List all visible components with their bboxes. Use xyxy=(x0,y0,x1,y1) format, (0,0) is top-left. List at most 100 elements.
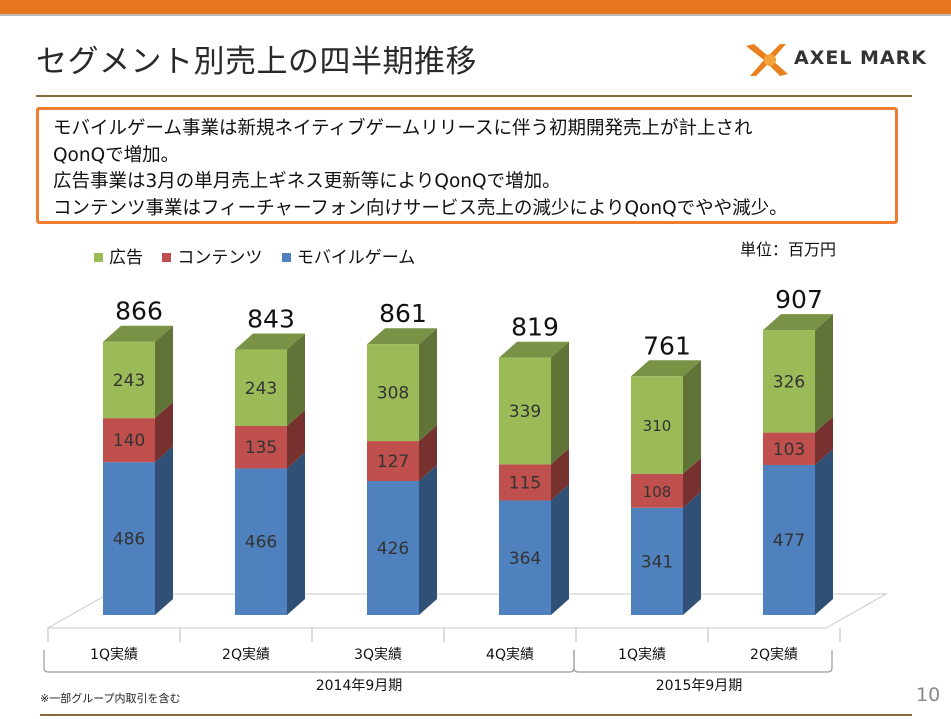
bar-side-face xyxy=(683,360,701,474)
bar-value-label: 108 xyxy=(643,483,672,501)
bottom-rule xyxy=(40,714,912,716)
bar-value-label: 477 xyxy=(773,531,805,551)
bar-segment xyxy=(763,432,815,465)
bar-segment xyxy=(367,344,419,442)
bar-segment xyxy=(499,500,551,615)
bar-top-face xyxy=(763,314,833,331)
bar-side-face xyxy=(683,457,701,508)
group-bracket xyxy=(573,650,833,673)
logo-text: AXEL MARK xyxy=(794,47,928,69)
bar-value-label: 326 xyxy=(773,372,805,392)
bar-top-face xyxy=(631,360,701,377)
bar-value-label: 135 xyxy=(245,438,277,458)
bar-value-label: 310 xyxy=(643,417,672,435)
footnote: ※一部グループ内取引を含む xyxy=(40,692,181,705)
unit-label: 単位：百万円 xyxy=(740,240,837,259)
summary-line: モバイルゲーム事業は新規ネイティブゲームリリースに伴う初期開発売上が計上され xyxy=(53,118,753,139)
bar-value-label: 103 xyxy=(773,440,805,460)
legend-label: コンテンツ xyxy=(177,248,263,268)
title-underline xyxy=(36,95,912,97)
bar-top-face xyxy=(499,341,569,358)
bar-value-label: 140 xyxy=(113,431,145,451)
legend-swatch xyxy=(162,253,172,262)
bar-segment xyxy=(499,464,551,501)
bar-value-label: 466 xyxy=(245,533,277,553)
bar-side-face xyxy=(287,452,305,615)
bar-total-label: 819 xyxy=(511,313,559,342)
bar-side-face xyxy=(815,416,833,465)
category-label: 2Q実績 xyxy=(222,647,270,663)
bar-value-label: 486 xyxy=(113,530,145,550)
bar-value-label: 308 xyxy=(377,384,409,404)
summary-line: コンテンツ事業はフィーチャーフォン向けサービス売上の減少によりQonQでやや減少… xyxy=(53,197,788,219)
group-label: 2014年9月期 xyxy=(316,678,403,694)
bar-value-label: 115 xyxy=(509,473,541,493)
bar-segment xyxy=(631,507,683,615)
bar-value-label: 364 xyxy=(509,549,541,569)
legend-item-contents: コンテンツ xyxy=(162,243,262,268)
bar-side-face xyxy=(419,465,437,615)
bar-side-face xyxy=(287,409,305,469)
category-label: 3Q実績 xyxy=(354,647,402,663)
bar-total-label: 866 xyxy=(115,297,163,326)
bar-segment xyxy=(763,464,815,615)
bar-value-label: 127 xyxy=(377,452,409,472)
bar-segment xyxy=(499,357,551,465)
bar-side-face xyxy=(287,333,305,426)
bar-segment xyxy=(763,330,815,433)
bar-segment xyxy=(235,468,287,615)
axelmark-logo xyxy=(746,44,788,76)
bar-side-face xyxy=(155,402,173,463)
top-divider xyxy=(0,14,951,16)
bar-side-face xyxy=(683,491,701,615)
bar-side-face xyxy=(419,328,437,442)
top-accent-bar xyxy=(0,0,951,14)
bar-total-label: 907 xyxy=(775,285,823,314)
group-label: 2015年9月期 xyxy=(656,678,743,694)
bar-side-face xyxy=(419,425,437,482)
legend-swatch xyxy=(281,253,291,262)
legend-label: モバイルゲーム xyxy=(296,248,416,268)
bar-side-face xyxy=(815,448,833,615)
bar-segment xyxy=(631,376,683,474)
bar-value-label: 243 xyxy=(245,379,277,399)
bar-total-label: 843 xyxy=(247,305,295,334)
bar-value-label: 341 xyxy=(641,552,673,572)
bar-top-face xyxy=(235,333,305,350)
bar-side-face xyxy=(815,314,833,433)
summary-box: モバイルゲーム事業は新規ネイティブゲームリリースに伴う初期開発売上が計上され Q… xyxy=(36,107,898,224)
chart-floor xyxy=(46,593,888,629)
bar-segment xyxy=(367,441,419,482)
chart-legend: 広告 コンテンツ モバイルゲーム xyxy=(94,243,429,268)
bar-segment xyxy=(235,349,287,426)
category-label: 1Q実績 xyxy=(618,647,666,663)
bar-segment xyxy=(103,418,155,463)
legend-item-mobile-game: モバイルゲーム xyxy=(281,243,416,268)
bar-segment xyxy=(103,462,155,615)
bar-segment xyxy=(235,425,287,469)
bar-value-label: 426 xyxy=(377,539,409,559)
bar-segment xyxy=(631,473,683,508)
bar-value-label: 339 xyxy=(509,402,541,422)
legend-item-advertising: 広告 xyxy=(94,243,143,268)
bar-total-label: 761 xyxy=(643,331,691,360)
category-label: 2Q実績 xyxy=(750,647,798,663)
bar-top-face xyxy=(103,325,173,342)
bar-side-face xyxy=(551,341,569,465)
legend-label: 広告 xyxy=(109,248,143,268)
summary-line: QonQで増加。 xyxy=(53,144,180,166)
legend-swatch xyxy=(94,253,103,262)
bar-side-face xyxy=(155,446,173,615)
bar-side-face xyxy=(551,448,569,501)
bar-side-face xyxy=(155,325,173,419)
bar-segment xyxy=(367,481,419,615)
bar-value-label: 243 xyxy=(113,371,145,391)
summary-line: 広告事業は3月の単月売上ギネス更新等によりQonQで増加。 xyxy=(53,171,561,192)
logo-mark-icon xyxy=(746,44,788,76)
category-label: 4Q実績 xyxy=(486,647,534,663)
page-number: 10 xyxy=(916,684,941,706)
page-title: セグメント別売上の四半期推移 xyxy=(36,44,477,80)
bar-top-face xyxy=(367,328,437,345)
bar-total-label: 861 xyxy=(379,299,427,328)
